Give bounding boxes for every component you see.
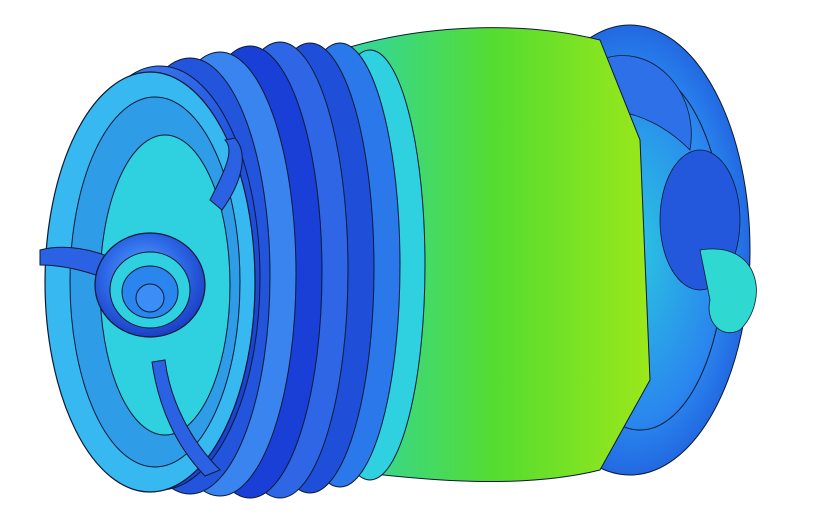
hub-cap bbox=[135, 283, 165, 313]
